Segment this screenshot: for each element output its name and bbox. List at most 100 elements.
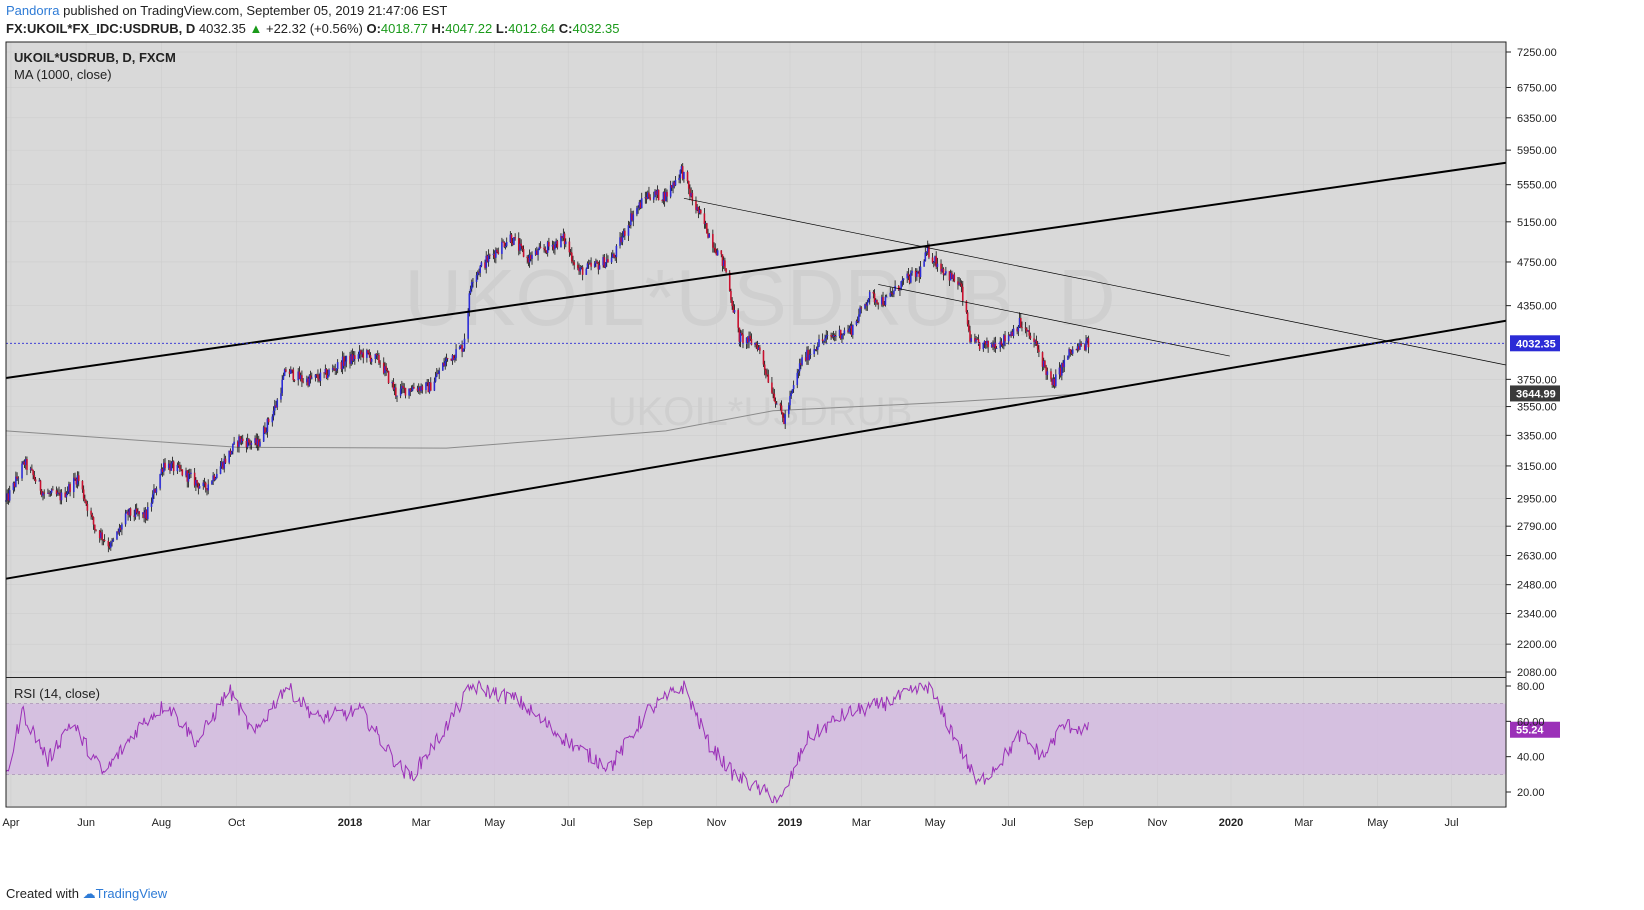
candle-body — [1063, 359, 1066, 368]
time-axis[interactable]: Apr Jun Aug Oct 2018 Mar May Jul Sep Nov 2019 Mar Ma… — [2, 817, 1458, 829]
candle-body — [50, 489, 53, 493]
candle-body — [223, 458, 226, 469]
candle-body — [480, 262, 483, 267]
candle-body — [360, 350, 362, 355]
candle-body — [408, 388, 410, 396]
candle-body — [838, 329, 841, 337]
candle-body — [792, 385, 795, 390]
candle-body — [538, 246, 541, 250]
tradingview-link[interactable]: TradingView — [95, 886, 168, 901]
short-resistance-line — [878, 284, 1230, 357]
candle-body — [882, 297, 884, 305]
candle-body — [264, 427, 266, 433]
candle-body — [352, 355, 355, 361]
candle-body — [13, 482, 16, 487]
candle-body — [351, 354, 354, 361]
candle-body — [327, 374, 329, 379]
candle-body — [661, 200, 664, 201]
candle-body — [1055, 374, 1057, 387]
candle-body — [39, 480, 42, 491]
candle-body — [476, 272, 479, 276]
candle-body — [1051, 378, 1053, 385]
candle-body — [1080, 343, 1082, 346]
price-axis[interactable]: 7250.00 6750.00 6350.00 5950.00 5550.00 5150.… — [1506, 47, 1557, 679]
candle-body — [15, 476, 17, 487]
candle-body — [323, 372, 325, 374]
candle-body — [945, 271, 947, 274]
candle-body — [521, 246, 524, 250]
candle-body — [302, 381, 304, 383]
price-tick-label: 3550.00 — [1517, 402, 1557, 414]
candle-body — [771, 382, 773, 393]
author-name[interactable]: Pandorra — [6, 3, 60, 18]
candle-body — [324, 369, 327, 373]
candle-body — [687, 181, 690, 189]
candle-body — [404, 387, 407, 396]
candle-body — [8, 490, 11, 501]
candle-body — [85, 501, 87, 504]
candle-body — [544, 249, 547, 251]
candle-body — [395, 387, 397, 397]
candle-body — [849, 325, 852, 329]
candle-body — [986, 340, 988, 345]
candle-body — [703, 213, 706, 225]
candle-body — [116, 531, 118, 540]
candle-body — [250, 443, 253, 445]
candle-body — [376, 354, 379, 356]
candle-body — [1018, 317, 1021, 327]
rsi-axis[interactable]: 80.00 60.00 40.00 20.00 — [1506, 681, 1545, 799]
candle-body — [103, 539, 106, 541]
candle-body — [908, 276, 911, 283]
candle-body — [241, 438, 244, 442]
price-tick-label: 2340.00 — [1517, 609, 1557, 621]
candle-body — [1007, 335, 1010, 342]
candle-body — [32, 470, 34, 476]
price-tick-label: 3350.00 — [1517, 430, 1557, 442]
candle-body — [74, 477, 76, 480]
candle-body — [511, 243, 514, 245]
candle-body — [495, 249, 497, 258]
footer: Created with ☁TradingView — [6, 886, 167, 902]
candle-body — [368, 352, 371, 356]
candle-body — [75, 479, 78, 485]
candle-body — [38, 480, 41, 482]
candle-body — [505, 241, 508, 246]
candle-body — [1024, 327, 1027, 329]
candle-body — [319, 372, 322, 381]
candle-body — [1084, 345, 1086, 350]
candle-body — [958, 282, 960, 285]
candle-body — [638, 202, 641, 208]
candle-body — [43, 492, 46, 494]
candle-body — [919, 266, 922, 278]
candle-body — [926, 246, 929, 253]
candle-body — [867, 298, 870, 303]
candle-body — [975, 339, 977, 342]
candle-body — [427, 382, 430, 393]
candle-body — [808, 354, 811, 361]
high-value: 4047.22 — [445, 21, 493, 36]
candle-body — [374, 353, 377, 359]
price-tick-label: 3150.00 — [1517, 461, 1557, 473]
time-tick-label: May — [1367, 817, 1388, 829]
rsi-series-line — [5, 679, 1089, 804]
candle-body — [58, 492, 60, 494]
open-label: O: — [366, 21, 381, 36]
candle-body — [137, 511, 139, 513]
candle-body — [572, 261, 574, 263]
candle-body — [1009, 335, 1011, 336]
candle-body — [180, 469, 182, 470]
candle-body — [248, 438, 250, 443]
candle-body — [855, 321, 858, 325]
candle-body — [392, 382, 395, 390]
candle-body — [81, 480, 84, 490]
candle-body — [716, 250, 719, 256]
candle-body — [732, 306, 735, 313]
candle-body — [410, 390, 413, 392]
candle-body — [630, 213, 632, 226]
price-pane[interactable] — [6, 42, 1506, 677]
candle-body — [873, 293, 876, 303]
candle-body — [800, 363, 802, 365]
candle-body — [568, 241, 571, 253]
candle-body — [188, 472, 191, 475]
